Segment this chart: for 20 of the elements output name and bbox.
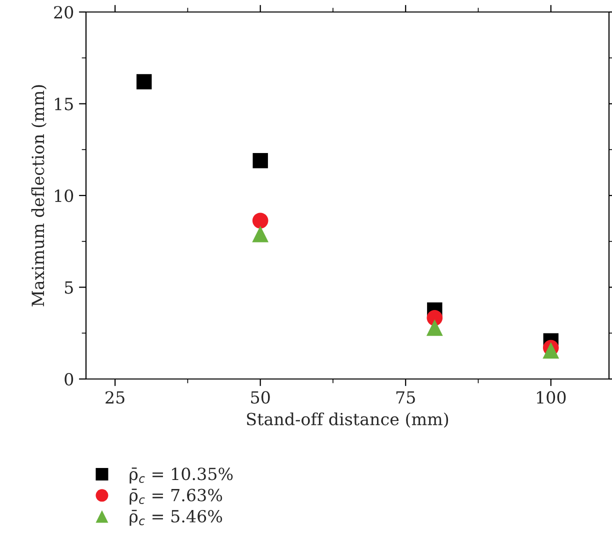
x-axis-title: Stand-off distance (mm) bbox=[247, 412, 448, 428]
point bbox=[252, 212, 268, 229]
y-tick-label: 20 bbox=[54, 6, 74, 19]
y-tick-label: 5 bbox=[65, 281, 73, 294]
y-tick-label: 15 bbox=[55, 98, 73, 110]
point bbox=[252, 153, 268, 168]
point bbox=[426, 319, 443, 336]
legend-label: ρ̄$_{c}$ = 7.63% bbox=[130, 488, 222, 505]
point bbox=[252, 226, 269, 242]
x-tick-label: 50 bbox=[251, 391, 270, 404]
point bbox=[136, 74, 152, 90]
x-tick-label: 75 bbox=[396, 391, 415, 404]
x-tick-label: 100 bbox=[537, 391, 566, 404]
y-axis-title: Maximum deflection (mm) bbox=[31, 85, 47, 306]
x-tick-label: 25 bbox=[106, 391, 124, 404]
y-tick-label: 0 bbox=[64, 372, 74, 386]
legend-label: ρ̄$_{c}$ = 5.46% bbox=[130, 510, 222, 526]
y-tick-label: 10 bbox=[55, 189, 74, 202]
legend-label: ρ̄$_{c}$ = 10.35% bbox=[130, 468, 233, 484]
point bbox=[542, 342, 560, 359]
